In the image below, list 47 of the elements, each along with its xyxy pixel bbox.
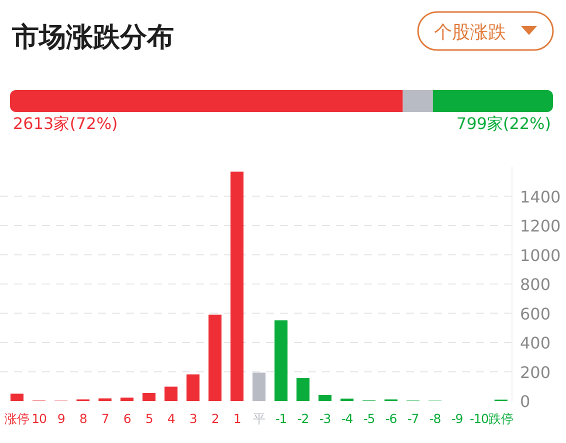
- x-tick-label: 1: [233, 411, 241, 426]
- y-tick-label: 400: [520, 334, 551, 352]
- x-tick-label: 8: [79, 411, 88, 426]
- x-tick-label: 6: [123, 411, 132, 426]
- x-tick-label: 2: [211, 411, 219, 426]
- bar: [120, 398, 134, 401]
- chart-title: 市场涨跌分布: [11, 22, 174, 53]
- bar: [230, 172, 244, 401]
- x-tick-label: -5: [363, 411, 375, 426]
- x-tick-label: 5: [145, 411, 153, 426]
- x-tick-label: 4: [167, 411, 176, 426]
- x-tick-label: 9: [57, 411, 66, 426]
- x-tick-label: 10: [32, 411, 47, 426]
- x-tick-label: -4: [341, 411, 354, 426]
- bar: [274, 320, 288, 401]
- x-tick-label: -2: [297, 411, 309, 426]
- y-tick-label: 0: [520, 392, 530, 411]
- y-tick-label: 1000: [520, 246, 561, 265]
- x-tick-label: -7: [407, 411, 419, 426]
- x-tick-label: 跌停: [488, 411, 514, 426]
- bar: [318, 395, 332, 401]
- x-tick-label: 涨停: [4, 411, 30, 426]
- bar: [186, 374, 200, 401]
- y-tick-label: 800: [520, 275, 551, 294]
- bar: [98, 398, 112, 401]
- bar: [208, 314, 222, 401]
- y-tick-label: 600: [520, 304, 551, 324]
- text: 个股涨跌: [434, 22, 506, 43]
- x-tick-label: -8: [429, 411, 442, 426]
- x-tick-label: -9: [451, 411, 464, 426]
- x-tick-label: -10: [470, 411, 489, 426]
- x-tick-label: 7: [101, 411, 109, 426]
- x-tick-label: 3: [189, 411, 197, 426]
- bar: [142, 392, 156, 401]
- bar: [296, 378, 310, 401]
- x-tick-label: -6: [385, 411, 398, 426]
- data-label: 799家(22%): [456, 114, 551, 133]
- y-tick-label: 1400: [520, 187, 561, 206]
- x-tick-label: 平: [252, 411, 266, 426]
- x-tick-label: -1: [275, 411, 287, 426]
- bar: [252, 372, 266, 401]
- x-tick-label: -3: [319, 411, 331, 426]
- bar: [164, 386, 178, 401]
- bar: [10, 394, 24, 401]
- y-tick-label: 200: [520, 362, 551, 382]
- y-tick-label: 1200: [520, 216, 561, 236]
- data-label: 2613家(72%): [13, 114, 118, 133]
